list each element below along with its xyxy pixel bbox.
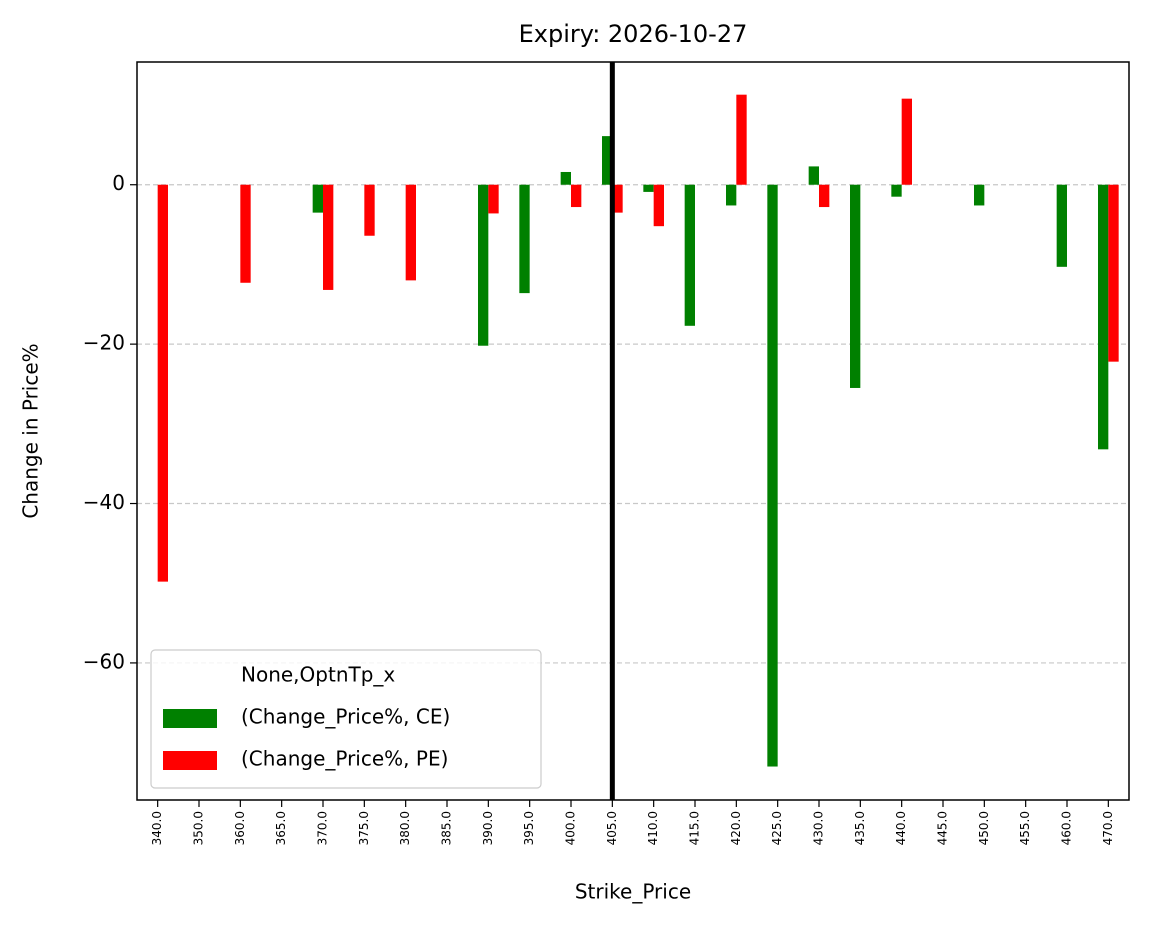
x-tick-label: 445.0 [936, 811, 950, 845]
bar [653, 184, 664, 227]
chart-title: Expiry: 2026-10-27 [519, 20, 748, 48]
x-tick-label: 370.0 [316, 811, 330, 845]
legend-label: (Change_Price%, CE) [241, 705, 450, 729]
bar [726, 184, 737, 206]
bar [488, 184, 499, 214]
bar [1056, 184, 1067, 267]
x-tick-label: 400.0 [564, 811, 578, 845]
x-tick-label: 395.0 [522, 811, 536, 845]
x-tick-label: 470.0 [1101, 811, 1115, 845]
bar [974, 184, 985, 206]
bar [901, 98, 912, 185]
plot-frame [136, 61, 1130, 801]
x-tick-label: 435.0 [853, 811, 867, 845]
x-tick-label: 390.0 [481, 811, 495, 845]
bar [736, 94, 747, 185]
x-tick-label: 340.0 [150, 811, 164, 845]
legend-label: (Change_Price%, PE) [241, 747, 448, 771]
x-tick-label: 430.0 [812, 811, 826, 845]
x-tick-label: 460.0 [1060, 811, 1074, 845]
bar [1108, 184, 1119, 362]
bar [405, 184, 416, 281]
x-tick-label: 365.0 [274, 811, 288, 845]
x-tick-label: 420.0 [729, 811, 743, 845]
y-axis-label: Change in Price% [19, 343, 43, 518]
bar [602, 136, 613, 185]
bar [519, 184, 530, 294]
bar [1098, 184, 1109, 450]
x-tick-label: 350.0 [192, 811, 206, 845]
x-tick-label: 360.0 [233, 811, 247, 845]
x-axis-label: Strike_Price [575, 880, 691, 904]
bar [364, 184, 375, 236]
bar [819, 184, 830, 208]
bar [808, 166, 819, 185]
bar [612, 184, 623, 213]
legend-swatch [163, 751, 217, 770]
bar [571, 184, 582, 208]
y-tick-label: −60 [83, 649, 125, 673]
bar [850, 184, 861, 388]
bar [312, 184, 323, 213]
x-tick-label: 455.0 [1018, 811, 1032, 845]
bar [478, 184, 489, 346]
bar [684, 184, 695, 326]
x-tick-label: 385.0 [440, 811, 454, 845]
legend-box [150, 649, 542, 789]
bar [323, 184, 334, 290]
bar [157, 184, 168, 582]
bar [240, 184, 251, 283]
y-tick-label: −20 [83, 331, 125, 355]
x-tick-label: 425.0 [770, 811, 784, 845]
y-tick-label: 0 [112, 171, 125, 195]
bar [767, 184, 778, 767]
x-tick-label: 405.0 [605, 811, 619, 845]
x-tick-label: 375.0 [357, 811, 371, 845]
bar [560, 171, 571, 185]
x-tick-label: 450.0 [977, 811, 991, 845]
x-tick-label: 410.0 [646, 811, 660, 845]
x-tick-label: 440.0 [894, 811, 908, 845]
legend-title: None,OptnTp_x [241, 663, 395, 687]
bar [891, 184, 902, 197]
x-tick-label: 415.0 [688, 811, 702, 845]
bar [643, 184, 654, 192]
x-tick-label: 380.0 [398, 811, 412, 845]
legend-swatch [163, 709, 217, 728]
y-tick-label: −40 [83, 490, 125, 514]
